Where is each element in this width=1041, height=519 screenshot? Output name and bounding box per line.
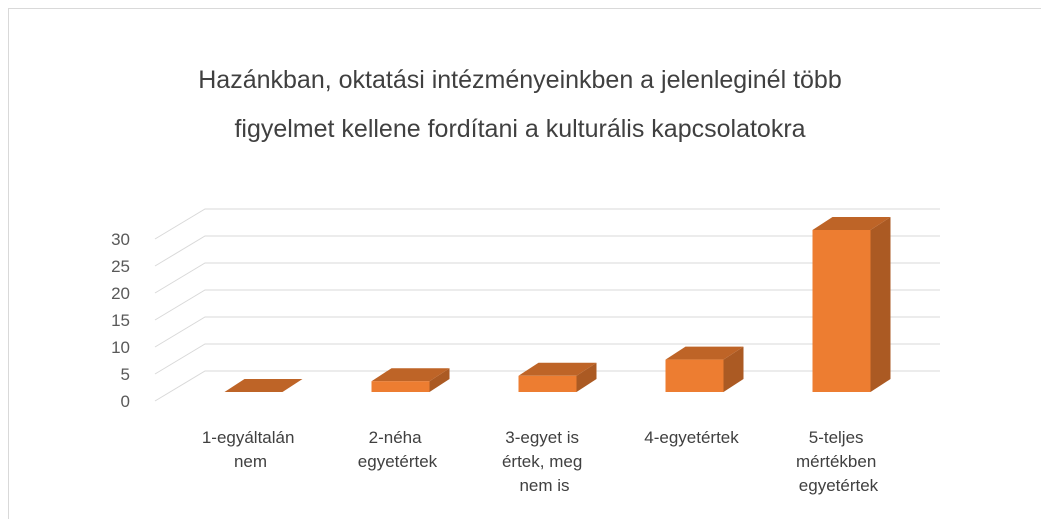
bar-side <box>576 362 597 392</box>
bar <box>812 230 871 392</box>
grid-line <box>154 289 940 321</box>
y-tick-label: 30 <box>111 230 130 249</box>
grid-line <box>154 343 940 375</box>
x-tick-label: 1-egyáltalán nem <box>202 428 299 471</box>
y-tick-label: 25 <box>111 257 130 276</box>
bar-top <box>665 346 744 360</box>
x-tick-label: 5-teljes mértékben egyetértek <box>796 428 881 495</box>
bar-top <box>371 368 450 382</box>
x-tick-label: 2-néha egyetértek <box>358 428 438 471</box>
y-tick-label: 5 <box>121 365 130 384</box>
y-tick-label: 10 <box>111 338 130 357</box>
grid-line <box>154 316 940 348</box>
bar <box>518 375 577 392</box>
grid-line <box>154 262 940 294</box>
y-tick-label: 0 <box>121 392 130 411</box>
y-tick-label: 20 <box>111 284 130 303</box>
bar <box>371 381 430 392</box>
bar-side <box>870 217 891 392</box>
bar-top <box>518 362 597 376</box>
bar-top <box>812 217 891 230</box>
bar-side <box>723 346 744 392</box>
grid-line <box>154 235 940 267</box>
y-tick-label: 15 <box>111 311 130 330</box>
x-tick-label: 4-egyetértek <box>644 428 739 447</box>
chart-title: Hazánkban, oktatási intézményeinkben a j… <box>198 66 841 94</box>
chart-title: figyelmet kellene fordítani a kulturális… <box>234 115 805 143</box>
bar <box>665 359 724 392</box>
bar-top <box>224 379 303 392</box>
bar-side <box>429 368 450 392</box>
x-tick-label: 3-egyet is értek, meg nem is <box>502 428 587 495</box>
grid-line <box>154 208 940 240</box>
